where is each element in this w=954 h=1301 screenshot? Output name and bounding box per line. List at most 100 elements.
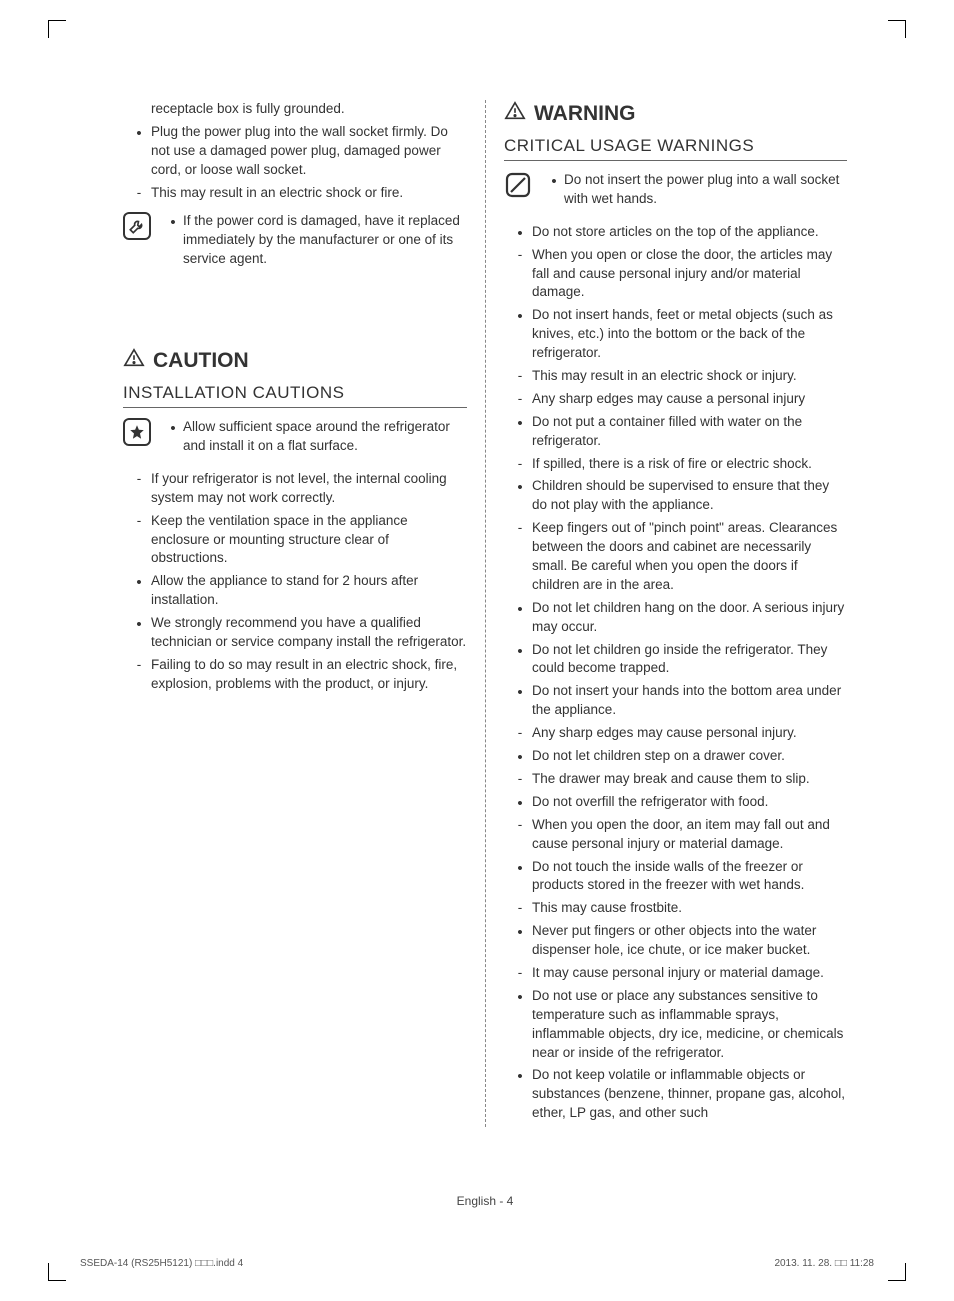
list-item: We strongly recommend you have a qualifi…: [123, 614, 467, 652]
list-item-text: Any sharp edges may cause personal injur…: [532, 725, 797, 740]
list-item: Any sharp edges may cause a personal inj…: [504, 390, 847, 409]
list-marker: [512, 306, 528, 327]
list-marker: [512, 367, 528, 386]
list-marker: [131, 614, 147, 635]
list-marker: [165, 212, 181, 233]
list-marker: [512, 413, 528, 434]
prohibit-icon: [504, 171, 538, 204]
list-item-text: We strongly recommend you have a qualifi…: [151, 615, 466, 649]
warning-title: WARNING: [534, 102, 636, 126]
list-item-text: Do not store articles on the top of the …: [532, 224, 819, 239]
caution-title: CAUTION: [153, 349, 249, 373]
list-marker: [131, 572, 147, 593]
left-column: receptacle box is fully grounded.Plug th…: [115, 100, 485, 1127]
crop-mark: [48, 1263, 66, 1281]
list-item-text: Do not insert your hands into the bottom…: [532, 683, 841, 717]
warning-triangle-icon: [504, 100, 526, 128]
note-list: If the power cord is damaged, have it re…: [165, 212, 467, 273]
wrench-icon: [123, 212, 151, 240]
crop-mark: [48, 20, 66, 38]
list-item-text: Children should be supervised to ensure …: [532, 478, 829, 512]
list-item: Do not touch the inside walls of the fre…: [504, 858, 847, 896]
note-block: If the power cord is damaged, have it re…: [123, 212, 467, 273]
list-item: The drawer may break and cause them to s…: [504, 770, 847, 789]
list-item-text: If your refrigerator is not level, the i…: [151, 471, 447, 505]
list-item-text: Do not put a container filled with water…: [532, 414, 802, 448]
list-item: Do not insert hands, feet or metal objec…: [504, 306, 847, 363]
warning-icon-block: Do not insert the power plug into a wall…: [504, 171, 847, 213]
list-item: Never put fingers or other objects into …: [504, 922, 847, 960]
list-marker: [512, 899, 528, 918]
list-item: When you open or close the door, the art…: [504, 246, 847, 303]
list-item-text: Do not keep volatile or inflammable obje…: [532, 1067, 845, 1120]
list-marker: [165, 418, 181, 439]
list-item: Keep the ventilation space in the applia…: [123, 512, 467, 569]
warning-list: Do not store articles on the top of the …: [504, 223, 847, 1123]
list-item-text: Never put fingers or other objects into …: [532, 923, 816, 957]
list-marker: [512, 223, 528, 244]
list-item-text: Any sharp edges may cause a personal inj…: [532, 391, 805, 406]
list-item: If the power cord is damaged, have it re…: [165, 212, 467, 269]
footer-meta: SSEDA-14 (RS25H5121) □□□.indd 4 2013. 11…: [80, 1258, 874, 1269]
list-item: Do not store articles on the top of the …: [504, 223, 847, 242]
list-marker: [512, 477, 528, 498]
list-item-text: Do not let children step on a drawer cov…: [532, 748, 785, 763]
list-item: When you open the door, an item may fall…: [504, 816, 847, 854]
list-marker: [131, 470, 147, 489]
list-item: Keep fingers out of "pinch point" areas.…: [504, 519, 847, 595]
list-item: If your refrigerator is not level, the i…: [123, 470, 467, 508]
list-marker: [512, 964, 528, 983]
list-marker: [131, 656, 147, 675]
list-marker: [512, 599, 528, 620]
list-item: If spilled, there is a risk of fire or e…: [504, 455, 847, 474]
list-item-text: This may result in an electric shock or …: [151, 185, 403, 200]
list-marker: [512, 519, 528, 538]
list-marker: [512, 747, 528, 768]
page-body: receptacle box is fully grounded.Plug th…: [115, 100, 855, 1220]
list-item-text: When you open or close the door, the art…: [532, 247, 832, 300]
list-marker: [512, 1066, 528, 1087]
list-marker: [512, 922, 528, 943]
list-marker: [512, 816, 528, 835]
list-marker: [512, 682, 528, 703]
list-item-text: It may cause personal injury or material…: [532, 965, 824, 980]
list-marker: [512, 987, 528, 1008]
list-item: Do not keep volatile or inflammable obje…: [504, 1066, 847, 1123]
list-marker: [131, 512, 147, 531]
list-item: It may cause personal injury or material…: [504, 964, 847, 983]
list-item-text: This may result in an electric shock or …: [532, 368, 797, 383]
list-item: Do not let children step on a drawer cov…: [504, 747, 847, 766]
list-item-text: Allow the appliance to stand for 2 hours…: [151, 573, 418, 607]
list-item-text: Do not let children go inside the refrig…: [532, 642, 827, 676]
list-item: Do not overfill the refrigerator with fo…: [504, 793, 847, 812]
warning-heading: WARNING: [504, 100, 847, 128]
list-item-text: This may cause frostbite.: [532, 900, 682, 915]
right-column: WARNING CRITICAL USAGE WARNINGS Do not i…: [485, 100, 855, 1127]
list-marker: [512, 793, 528, 814]
caution-subheading: INSTALLATION CAUTIONS: [123, 383, 467, 408]
list-marker: [546, 171, 562, 192]
list-item: Allow sufficient space around the refrig…: [165, 418, 467, 456]
list-item-text: If the power cord is damaged, have it re…: [183, 213, 460, 266]
list-item: Do not let children go inside the refrig…: [504, 641, 847, 679]
list-item: This may cause frostbite.: [504, 899, 847, 918]
list-item-text: The drawer may break and cause them to s…: [532, 771, 810, 786]
star-icon: [123, 418, 151, 446]
list-item: Do not put a container filled with water…: [504, 413, 847, 451]
warning-triangle-icon: [123, 347, 145, 375]
list-item-text: If spilled, there is a risk of fire or e…: [532, 456, 812, 471]
list-item-text: Do not use or place any substances sensi…: [532, 988, 843, 1060]
crop-mark: [888, 1263, 906, 1281]
list-item-text: Do not touch the inside walls of the fre…: [532, 859, 804, 893]
warning-subheading: CRITICAL USAGE WARNINGS: [504, 136, 847, 161]
warning-icon-list: Do not insert the power plug into a wall…: [546, 171, 847, 213]
list-marker: [512, 858, 528, 879]
list-marker: [512, 390, 528, 409]
list-item: Do not insert the power plug into a wall…: [546, 171, 847, 209]
list-item-text: Failing to do so may result in an electr…: [151, 657, 457, 691]
list-item-text: Keep the ventilation space in the applia…: [151, 513, 408, 566]
list-marker: [131, 123, 147, 144]
footer-file: SSEDA-14 (RS25H5121) □□□.indd 4: [80, 1258, 243, 1269]
list-item: This may result in an electric shock or …: [123, 184, 467, 203]
list-marker: [512, 724, 528, 743]
